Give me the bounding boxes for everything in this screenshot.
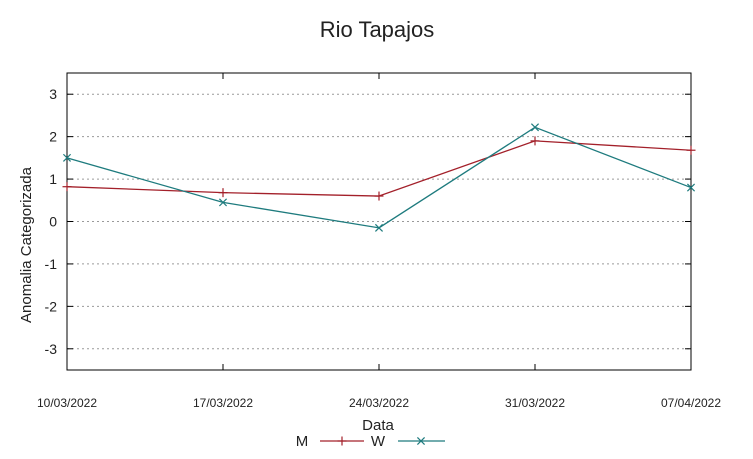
data-point-w [530, 123, 540, 132]
y-tick-label: -1 [45, 256, 58, 272]
legend-label-w: W [371, 433, 386, 450]
y-axis-label: Anomalia Categorizada [18, 166, 35, 323]
legend-label-m: M [296, 433, 309, 450]
y-tick-label: -3 [45, 341, 58, 357]
data-point-w [374, 223, 384, 232]
series-line-m [66, 140, 692, 197]
x-axis-ticks: 10/03/2022 17/03/2022 24/03/2022 31/03/2022… [37, 73, 721, 410]
gridlines [67, 93, 691, 350]
y-tick-label: 3 [49, 86, 57, 102]
data-point-m [686, 145, 696, 155]
y-tick-label: -2 [45, 298, 58, 314]
x-tick-label: 17/03/2022 [193, 396, 253, 410]
data-point-w [62, 153, 72, 162]
data-point-m [218, 188, 228, 198]
legend-marker-w [416, 436, 426, 446]
data-point-w [218, 198, 228, 207]
data-point-w [686, 183, 696, 192]
y-tick-label: 2 [49, 129, 57, 145]
chart-title: Rio Tapajos [320, 17, 435, 42]
y-axis-ticks: 3 2 1 0 -1 -2 -3 [45, 86, 691, 357]
y-tick-label: 1 [49, 171, 57, 187]
legend-marker-m [337, 436, 347, 446]
x-tick-label: 31/03/2022 [505, 396, 565, 410]
x-tick-label: 10/03/2022 [37, 396, 97, 410]
data-point-m [62, 182, 72, 192]
y-tick-label: 0 [49, 214, 57, 230]
data-point-m [530, 136, 540, 146]
data-point-m [374, 191, 384, 201]
series-line-w [66, 126, 692, 229]
series-lines [62, 123, 696, 232]
x-tick-label: 24/03/2022 [349, 396, 409, 410]
x-axis-label: Data [362, 417, 394, 434]
x-tick-label: 07/04/2022 [661, 396, 721, 410]
